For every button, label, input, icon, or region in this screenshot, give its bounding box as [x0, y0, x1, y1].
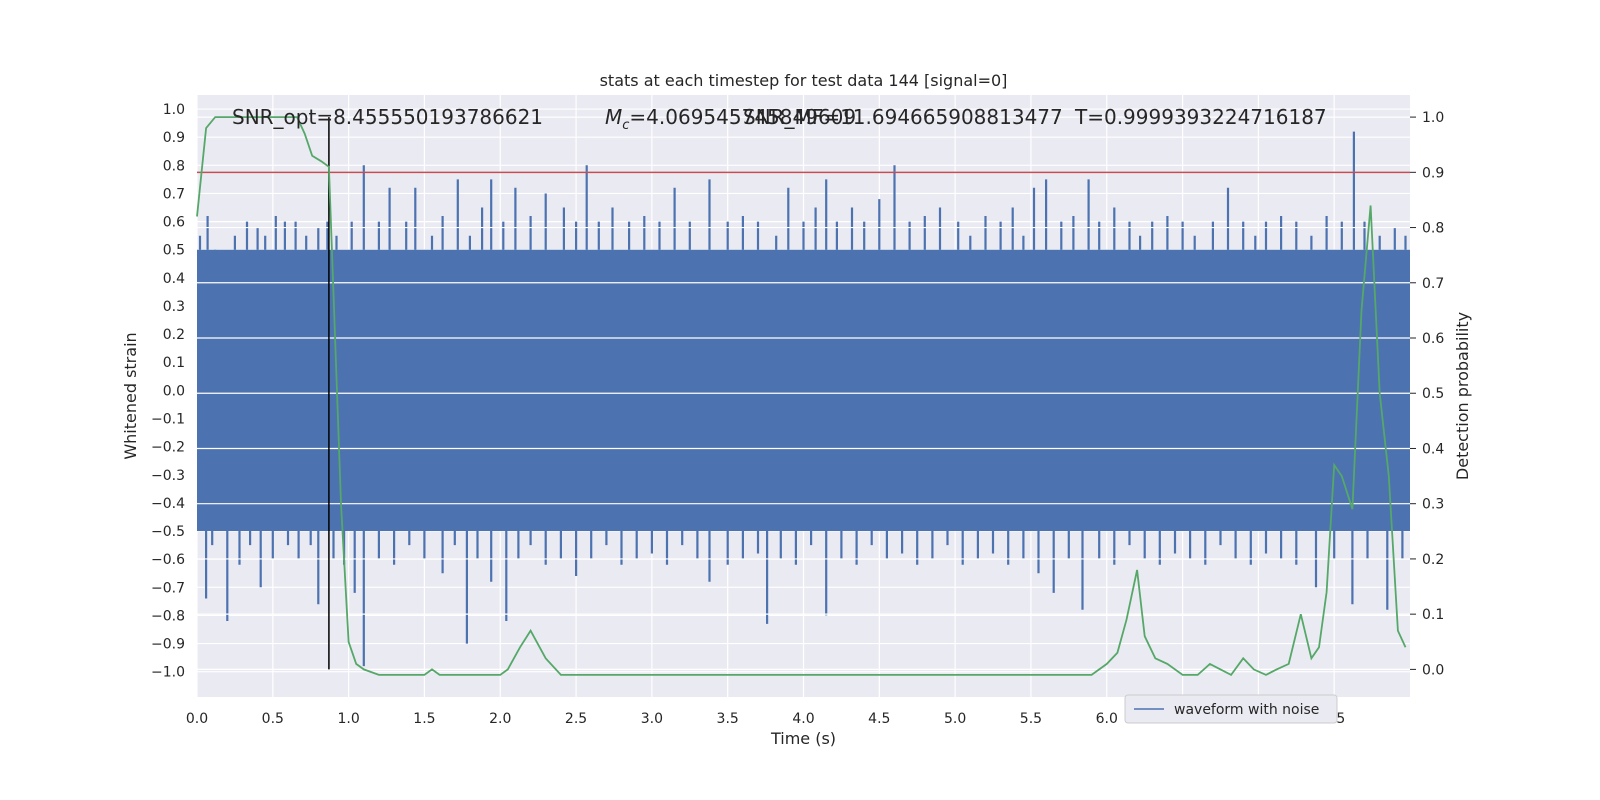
x-tick-label: 6.0 [1096, 711, 1118, 727]
y-left-tick-label: −0.4 [151, 496, 185, 512]
x-tick-label: 1.5 [413, 711, 435, 727]
annotation-t: T=0.9999393224716187 [1074, 105, 1327, 129]
x-tick-label: 0.0 [186, 711, 208, 727]
y-right-tick-label: 0.2 [1422, 552, 1444, 568]
y-left-tick-label: 0.0 [163, 383, 185, 399]
y-left-tick-label: −0.1 [151, 412, 185, 428]
y-left-tick-label: 0.6 [163, 215, 185, 231]
annotation-snr-mf: SNR_MF=11.694665908813477 [743, 105, 1063, 129]
x-tick-label: 2.0 [489, 711, 511, 727]
x-tick-label: 2.5 [565, 711, 587, 727]
waveform-band [197, 249, 1410, 532]
x-tick-label: 4.0 [792, 711, 814, 727]
y-axis-label-right: Detection probability [1453, 312, 1472, 480]
annotation-chirp-mass: Mc=4.069545745849609 [605, 105, 856, 133]
x-tick-label: 4.5 [868, 711, 890, 727]
mc-value: =4.069545745849609 [629, 105, 856, 129]
y-right-tick-label: 0.5 [1422, 386, 1444, 402]
y-right-tick-label: 0.0 [1422, 662, 1444, 678]
x-tick-label: 0.5 [262, 711, 284, 727]
y-left-tick-label: 0.2 [163, 327, 185, 343]
x-tick-label: 1.0 [337, 711, 359, 727]
waveform-peaks-top [198, 131, 1407, 264]
y-right-tick-label: 0.8 [1422, 221, 1444, 237]
y-right-tick-label: 0.9 [1422, 165, 1444, 181]
y-left-tick-label: 0.1 [163, 355, 185, 371]
ticks: 0.00.51.01.52.02.53.03.54.04.55.05.56.06… [151, 102, 1444, 727]
y-left-tick-label: 0.3 [163, 299, 185, 315]
y-left-tick-label: 0.9 [163, 130, 185, 146]
y-left-tick-label: −0.9 [151, 637, 185, 653]
waveform-peaks-bottom [198, 517, 1404, 667]
x-tick-label: 3.0 [641, 711, 663, 727]
y-left-tick-label: 0.4 [163, 271, 185, 287]
y-left-tick-label: 0.5 [163, 243, 185, 259]
y-right-tick-label: 0.4 [1422, 441, 1444, 457]
y-left-tick-label: −0.6 [151, 552, 185, 568]
y-right-tick-label: 0.7 [1422, 276, 1444, 292]
y-left-tick-label: −0.7 [151, 580, 185, 596]
y-right-tick-label: 0.3 [1422, 497, 1444, 513]
y-right-tick-label: 1.0 [1422, 110, 1444, 126]
y-left-tick-label: 1.0 [163, 102, 185, 118]
y-left-tick-label: −0.2 [151, 440, 185, 456]
y-left-tick-label: −1.0 [151, 665, 185, 681]
legend-box [1124, 694, 1338, 724]
y-left-tick-label: 0.7 [163, 186, 185, 202]
x-tick-label: 5.5 [1020, 711, 1042, 727]
x-tick-label: 5.0 [944, 711, 966, 727]
y-axis-label-left: Whitened strain [121, 332, 140, 459]
mc-subscript: c [622, 118, 629, 133]
detection-probability-line [196, 116, 1407, 677]
x-axis-label: Time (s) [770, 729, 836, 748]
mc-symbol: M [605, 105, 622, 129]
legend-label: waveform with noise [1174, 702, 1319, 718]
y-left-tick-label: −0.3 [151, 468, 185, 484]
y-right-tick-label: 0.1 [1422, 607, 1444, 623]
y-left-tick-label: 0.8 [163, 158, 185, 174]
plot-content [196, 116, 1410, 677]
legend: waveform with noise [1124, 694, 1338, 724]
chart-title: stats at each timestep for test data 144… [600, 71, 1008, 90]
y-left-tick-label: −0.5 [151, 524, 185, 540]
x-tick-label: 3.5 [717, 711, 739, 727]
y-right-tick-label: 0.6 [1422, 331, 1444, 347]
annotation-snr-opt: SNR_opt=8.455550193786621 [232, 105, 543, 129]
y-left-tick-label: −0.8 [151, 608, 185, 624]
